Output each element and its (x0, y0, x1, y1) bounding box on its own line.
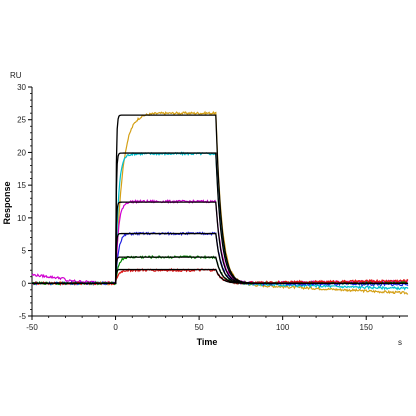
y-axis-title: Response (2, 181, 12, 224)
x-tick-label: 0 (113, 323, 118, 332)
y-tick-label: 10 (17, 214, 26, 223)
y-ticks: -5 0 5 10 15 20 25 30 (17, 83, 32, 321)
x-tick-label: 50 (195, 323, 204, 332)
y-tick-label: 15 (17, 181, 26, 190)
fit-layer (32, 114, 408, 284)
x-axis-title: Time (197, 337, 218, 347)
x-tick-label: 150 (360, 323, 374, 332)
fit-curve-line (32, 268, 408, 284)
y-tick-label: -5 (19, 312, 27, 321)
y-tick-label: 30 (17, 83, 26, 92)
y-tick-label: 20 (17, 148, 26, 157)
x-tick-label: -50 (26, 323, 38, 332)
x-tick-label: 100 (276, 323, 290, 332)
y-tick-label: 5 (22, 247, 27, 256)
y-tick-label: 0 (22, 279, 27, 288)
x-unit-label: s (398, 338, 402, 347)
x-ticks: -50 0 50 100 150 (26, 316, 401, 332)
y-tick-label: 25 (17, 116, 26, 125)
fit-curve-line (32, 152, 408, 284)
y-unit-label: RU (10, 71, 22, 80)
axes (31, 87, 408, 317)
